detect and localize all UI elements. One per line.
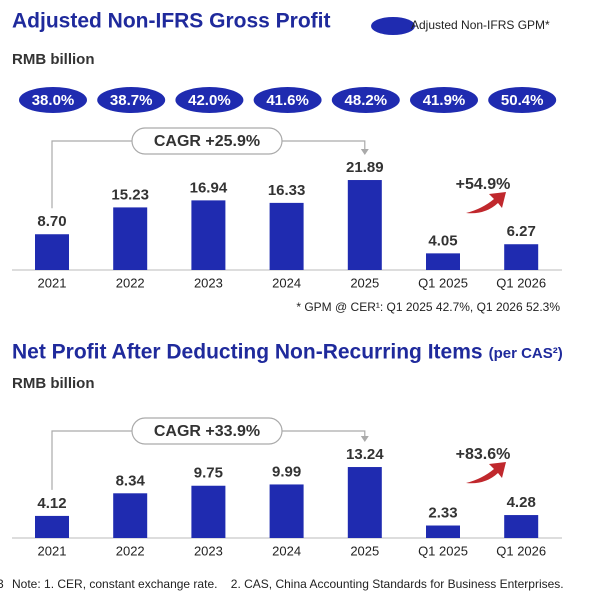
footnote: * GPM @ CER¹: Q1 2025 42.7%, Q1 2026 52.… bbox=[296, 300, 560, 314]
gpm-label: 50.4% bbox=[501, 92, 544, 109]
legend-label: Adjusted Non-IFRS GPM* bbox=[411, 18, 550, 32]
gpm-marker bbox=[331, 87, 400, 113]
unit-label: RMB billion bbox=[12, 51, 95, 68]
bar bbox=[504, 515, 539, 538]
value-label: 8.34 bbox=[116, 472, 146, 489]
gpm-label: 38.7% bbox=[110, 92, 153, 109]
x-tick-label: 2024 bbox=[272, 543, 301, 558]
bar bbox=[269, 484, 304, 538]
bar bbox=[347, 180, 382, 270]
x-tick-label: 2025 bbox=[350, 275, 379, 290]
bar bbox=[191, 485, 226, 538]
value-label: 4.12 bbox=[37, 495, 66, 512]
gpm-label: 41.9% bbox=[423, 92, 466, 109]
x-tick-label: 2023 bbox=[194, 275, 223, 290]
gpm-marker bbox=[175, 87, 244, 113]
value-label: 4.05 bbox=[428, 232, 457, 249]
growth-label: +54.9% bbox=[456, 176, 511, 193]
value-label: 21.89 bbox=[346, 159, 384, 176]
value-label: 13.24 bbox=[346, 446, 384, 463]
growth-label: +83.6% bbox=[456, 446, 511, 463]
cagr-arrow bbox=[360, 436, 369, 443]
x-tick-label: 2022 bbox=[116, 543, 145, 558]
bar bbox=[269, 202, 304, 270]
x-tick-label: 2022 bbox=[116, 275, 145, 290]
gpm-marker bbox=[488, 87, 557, 113]
bar bbox=[113, 493, 148, 538]
bar bbox=[426, 253, 460, 270]
x-tick-label: 2021 bbox=[38, 543, 67, 558]
x-tick-label: Q1 2025 bbox=[418, 543, 468, 558]
cagr-label: CAGR +33.9% bbox=[154, 423, 260, 440]
value-label: 6.27 bbox=[507, 223, 536, 240]
value-label: 15.23 bbox=[111, 186, 149, 203]
gpm-marker bbox=[19, 87, 87, 113]
chart-title: Adjusted Non-IFRS Gross Profit bbox=[12, 10, 331, 33]
x-tick-label: 2021 bbox=[38, 275, 67, 290]
gpm-label: 42.0% bbox=[188, 92, 231, 109]
cagr-box bbox=[131, 127, 283, 155]
bar bbox=[113, 207, 148, 270]
page-number: 3 bbox=[0, 577, 4, 591]
x-tick-label: Q1 2026 bbox=[496, 275, 546, 290]
value-label: 9.99 bbox=[272, 463, 301, 480]
x-tick-label: Q1 2025 bbox=[418, 275, 468, 290]
gpm-label: 38.0% bbox=[32, 92, 75, 109]
value-label: 16.33 bbox=[268, 182, 306, 199]
value-label: 8.70 bbox=[37, 213, 66, 230]
bar bbox=[504, 244, 539, 270]
legend-marker bbox=[371, 17, 415, 35]
bar bbox=[426, 525, 460, 538]
gpm-label: 48.2% bbox=[345, 92, 388, 109]
bar bbox=[35, 234, 69, 270]
bar bbox=[35, 515, 69, 538]
value-label: 16.94 bbox=[190, 179, 228, 196]
chart-title: Net Profit After Deducting Non-Recurring… bbox=[12, 341, 483, 364]
cagr-arrow bbox=[360, 149, 369, 156]
x-tick-label: 2025 bbox=[350, 543, 379, 558]
note: Note: 1. CER, constant exchange rate. 2.… bbox=[12, 577, 564, 591]
gpm-label: 41.6% bbox=[266, 92, 309, 109]
cagr-box bbox=[131, 417, 283, 445]
value-label: 2.33 bbox=[428, 504, 457, 521]
gpm-marker bbox=[253, 87, 322, 113]
bar bbox=[191, 200, 226, 270]
gpm-marker bbox=[410, 87, 478, 113]
title-suffix: (per CAS²) bbox=[489, 345, 563, 362]
growth-arrow bbox=[466, 192, 506, 214]
growth-arrow bbox=[466, 462, 506, 484]
bar bbox=[347, 467, 382, 538]
gpm-marker bbox=[97, 87, 166, 113]
value-label: 9.75 bbox=[194, 465, 223, 482]
x-tick-label: Q1 2026 bbox=[496, 543, 546, 558]
x-tick-label: 2023 bbox=[194, 543, 223, 558]
x-tick-label: 2024 bbox=[272, 275, 301, 290]
unit-label: RMB billion bbox=[12, 375, 95, 392]
value-label: 4.28 bbox=[507, 494, 536, 511]
cagr-label: CAGR +25.9% bbox=[154, 133, 260, 150]
